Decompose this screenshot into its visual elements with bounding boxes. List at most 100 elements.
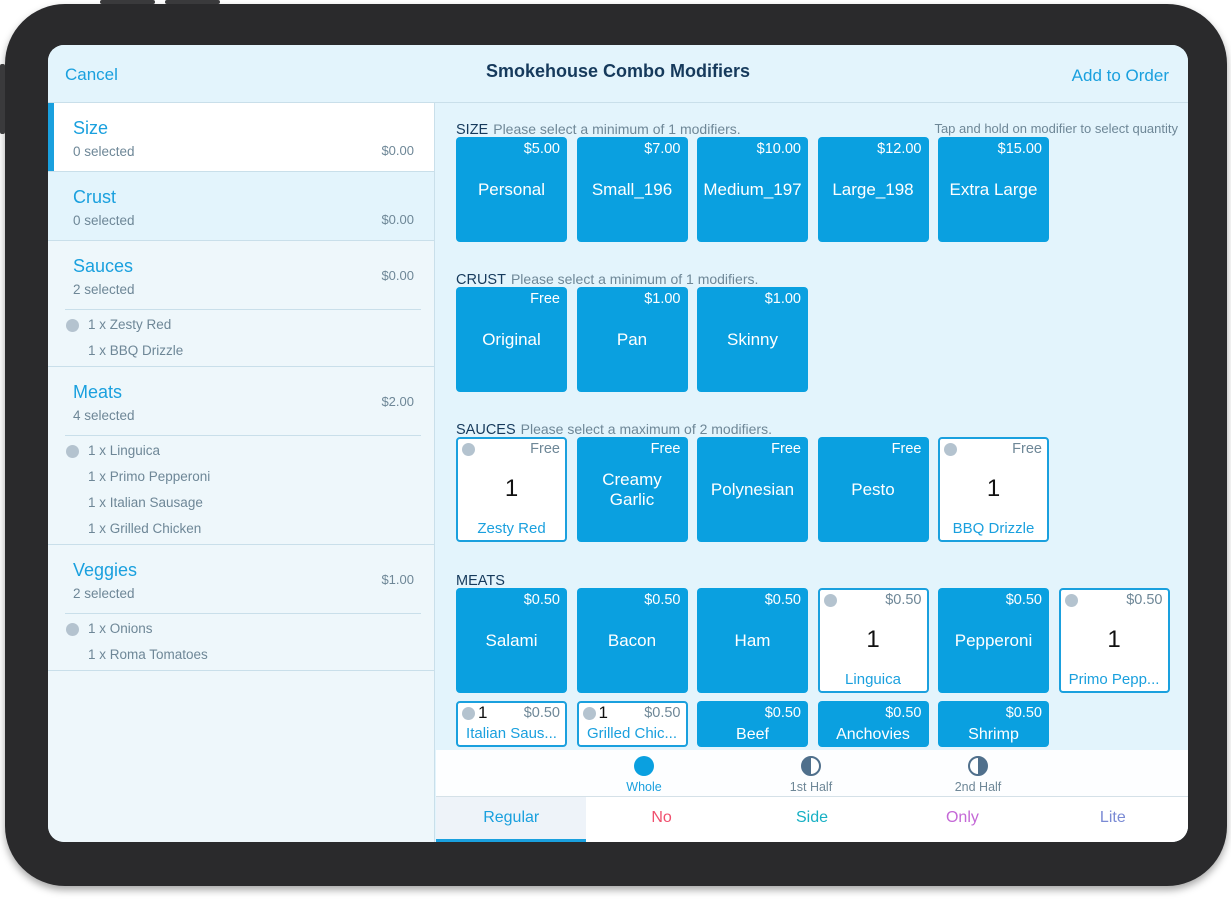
tile-name: Skinny	[726, 329, 779, 349]
whole-portion-icon	[1064, 594, 1078, 607]
quantity-hint: Tap and hold on modifier to select quant…	[934, 121, 1178, 136]
modifier-tile[interactable]: Free Polynesian	[697, 437, 808, 542]
side-button	[0, 64, 5, 134]
whole-portion-icon	[462, 443, 475, 456]
whole-portion-icon	[944, 443, 957, 456]
tab-regular[interactable]: Regular	[436, 797, 587, 842]
add-to-order-button[interactable]: Add to Order	[1071, 66, 1169, 85]
tile-name: BBQ Drizzle	[952, 520, 1035, 537]
tile-name: Original	[482, 329, 541, 349]
modifier-tile[interactable]: $12.00 Large_198	[817, 137, 929, 242]
modifier-tile[interactable]: $0.50 Shrimp	[938, 701, 1049, 747]
tile-name: Ham	[734, 630, 771, 650]
category-name: Meats	[73, 382, 123, 402]
selected-modifier-item[interactable]: 1 x Roma Tomatoes	[65, 642, 421, 668]
tab-only[interactable]: Only	[945, 809, 979, 826]
modifier-tile[interactable]: $10.00 Medium_197	[697, 137, 808, 242]
tab-no[interactable]: No	[651, 809, 672, 826]
portion-label: 1st Half	[789, 780, 833, 794]
tile-quantity: 1	[986, 475, 1001, 502]
modifier-tile[interactable]: 1 $0.50 Grilled Chic...	[576, 701, 688, 747]
tab-lite[interactable]: Lite	[1099, 809, 1126, 826]
selected-modifiers: 1 x Linguica 1 x Primo Pepperoni 1 x Itali…	[65, 435, 421, 544]
modifier-tile[interactable]: Free Pesto	[817, 437, 929, 542]
sidebar-item-sauces[interactable]: Sauces 2 selected $0.00 1 x Zesty Red 1 x BB…	[48, 241, 434, 367]
selected-modifier-item[interactable]: 1 x Primo Pepperoni	[65, 464, 421, 490]
modifier-tile[interactable]: $7.00 Small_196	[576, 137, 688, 242]
tile-name: Italian Saus...	[466, 725, 557, 742]
tile-price: $10.00	[756, 141, 801, 157]
portion-2nd-half[interactable]: 2nd Half	[933, 756, 1023, 794]
modifier-label: 1 x Roma Tomatoes	[88, 647, 208, 662]
modifier-tile[interactable]: 1 Free BBQ Drizzle	[938, 437, 1049, 542]
modifier-tile[interactable]: 1 Free Zesty Red	[456, 437, 567, 542]
whole-portion-icon	[66, 445, 79, 458]
modifier-label: 1 x Zesty Red	[88, 317, 172, 332]
modifier-tile[interactable]: $0.50 Pepperoni	[938, 588, 1049, 693]
tile-price: $7.00	[644, 141, 681, 157]
modifier-tile[interactable]: $15.00 Extra Large	[938, 137, 1049, 242]
sidebar-item-veggies[interactable]: Veggies 2 selected $1.00 1 x Onions 1 x Roma…	[48, 545, 434, 671]
modifier-tile[interactable]: $0.50 Beef	[697, 701, 808, 747]
tab-side[interactable]: Side	[796, 809, 829, 826]
volume-button	[100, 0, 155, 4]
modifier-label: 1 x Linguica	[88, 443, 161, 458]
tile-price: $0.50	[523, 592, 560, 608]
volume-button	[165, 0, 220, 4]
modifier-tile[interactable]: $5.00 Personal	[456, 137, 567, 242]
tile-price: $0.50	[764, 705, 801, 721]
whole-portion-icon	[823, 594, 837, 607]
section-rule: Please select a minimum of 1 modifiers.	[510, 271, 759, 287]
portion-whole[interactable]: Whole	[599, 756, 689, 794]
modifier-tile[interactable]: $1.00 Skinny	[697, 287, 808, 392]
category-price: $0.00	[381, 143, 414, 158]
modifier-tile[interactable]: 1 $0.50 Italian Saus...	[456, 701, 567, 747]
cancel-button[interactable]: Cancel	[65, 65, 118, 84]
second-half-icon	[968, 756, 988, 776]
header: Cancel Smokehouse Combo Modifiers Add to…	[48, 45, 1188, 103]
modifier-tile[interactable]: $0.50 Salami	[456, 588, 567, 693]
tile-price: $0.50	[644, 592, 681, 608]
selected-modifier-item[interactable]: 1 x Linguica	[65, 438, 421, 464]
modifier-label: 1 x Italian Sausage	[88, 495, 203, 510]
selected-modifier-item[interactable]: 1 x Zesty Red	[65, 312, 421, 338]
tile-name: Grilled Chic...	[586, 725, 678, 742]
modifier-tile[interactable]: 1 $0.50 Primo Pepp...	[1058, 588, 1170, 693]
tile-quantity: 1	[866, 626, 880, 653]
tile-price: $0.50	[764, 592, 801, 608]
tile-name: Linguica	[845, 671, 901, 688]
modifier-label: 1 x Grilled Chicken	[88, 521, 202, 536]
tile-name: Beef	[736, 726, 769, 743]
category-header: Size 0 selected $0.00	[48, 103, 434, 171]
selected-modifier-item[interactable]: 1 x BBQ Drizzle	[65, 338, 421, 364]
tile-name: Pesto	[851, 479, 895, 499]
whole-circle-icon	[634, 756, 654, 776]
modifier-tile[interactable]: Free Creamy Garlic	[576, 437, 688, 542]
modifier-tile[interactable]: Free Original	[456, 287, 567, 392]
sidebar-item-crust[interactable]: Crust 0 selected $0.00	[48, 172, 434, 241]
portion-1st-half[interactable]: 1st Half	[766, 756, 856, 794]
category-name: Crust	[73, 187, 117, 207]
screen: Cancel Smokehouse Combo Modifiers Add to…	[48, 45, 1188, 842]
modifier-tile[interactable]: $0.50 Bacon	[576, 588, 688, 693]
sidebar-item-meats[interactable]: Meats 4 selected $2.00 1 x Linguica 1 x Prim…	[48, 367, 434, 545]
tile-name: Pan	[616, 329, 648, 349]
modifier-label: 1 x BBQ Drizzle	[88, 343, 184, 358]
selected-modifier-item[interactable]: 1 x Grilled Chicken	[65, 516, 421, 542]
modifier-tile[interactable]: $0.50 Anchovies	[817, 701, 929, 747]
modifier-label: 1 x Primo Pepperoni	[88, 469, 211, 484]
selected-modifier-item[interactable]: 1 x Onions	[65, 616, 421, 642]
first-half-icon	[801, 756, 821, 776]
tile-price: $5.00	[523, 141, 560, 157]
selected-modifier-item[interactable]: 1 x Italian Sausage	[65, 490, 421, 516]
category-price: $1.00	[381, 572, 414, 587]
section-title: CRUST	[456, 272, 506, 288]
modifier-tile[interactable]: 1 $0.50 Linguica	[817, 588, 929, 693]
modifier-tile[interactable]: $0.50 Ham	[697, 588, 808, 693]
modifier-tile[interactable]: $1.00 Pan	[576, 287, 688, 392]
section-rule: Please select a minimum of 1 modifiers.	[493, 121, 741, 137]
tile-price: $0.50	[885, 705, 922, 721]
sidebar-item-size[interactable]: Size 0 selected $0.00	[48, 103, 434, 172]
category-sidebar: Size 0 selected $0.00 Crust 0 selected $0.00 S…	[48, 103, 435, 842]
tile-name: Small_196	[591, 179, 673, 199]
